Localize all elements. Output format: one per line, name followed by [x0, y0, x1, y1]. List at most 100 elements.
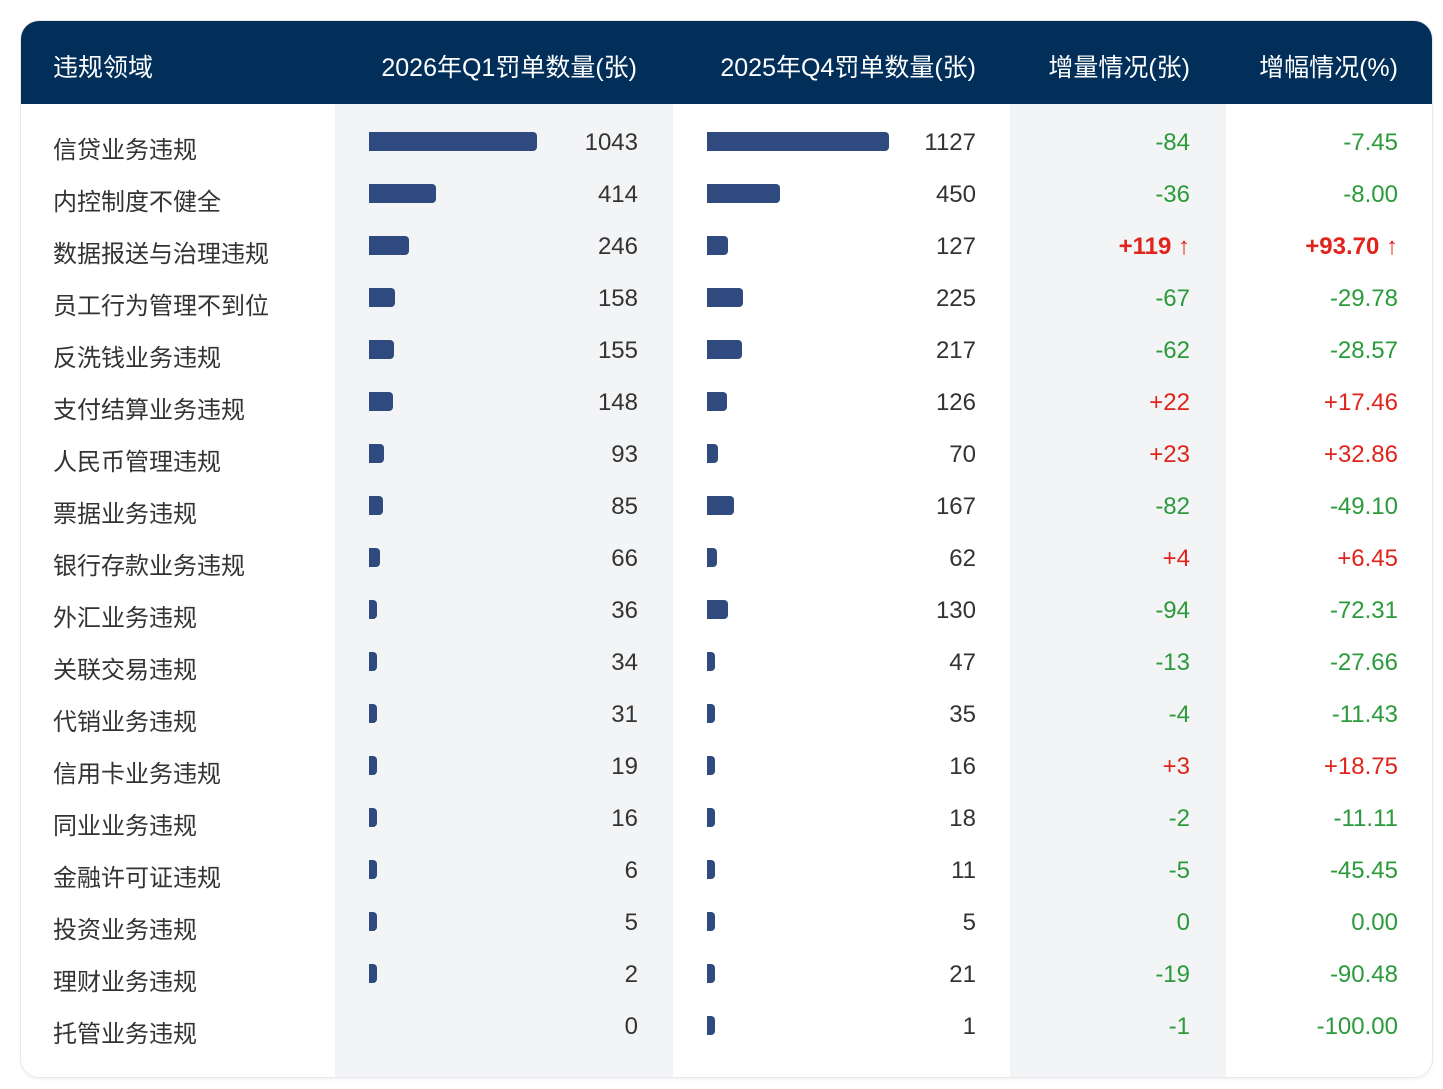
- delta-value: +23: [1149, 441, 1190, 468]
- pct-value: +17.46: [1323, 389, 1398, 416]
- q1-value: 414: [597, 181, 638, 208]
- table-row: 银行存款业务违规 66 62 +4 +6.45: [21, 534, 1432, 586]
- q4-bar: [707, 288, 744, 307]
- pct-value: -11.11: [1333, 805, 1399, 832]
- area-name: 金融许可证违规: [53, 865, 221, 892]
- q1-bar: [369, 132, 538, 151]
- delta-value: +22: [1149, 389, 1190, 416]
- delta-value: -62: [1155, 337, 1190, 364]
- area-name: 同业业务违规: [53, 813, 197, 840]
- pct-value: -28.57: [1329, 337, 1398, 364]
- delta-value: -67: [1155, 285, 1190, 312]
- header-pct: 增幅情况(%): [1259, 54, 1398, 82]
- q4-value: 225: [935, 285, 976, 312]
- pct-value: -7.45: [1343, 129, 1398, 156]
- table-row: 票据业务违规 85 167 -82 -49.10: [21, 482, 1432, 534]
- q4-bar: [707, 184, 780, 203]
- delta-value: -13: [1155, 649, 1190, 676]
- q4-value: 1: [962, 1013, 976, 1040]
- header-q4: 2025年Q4罚单数量(张): [720, 54, 976, 82]
- header-q1: 2026年Q1罚单数量(张): [381, 54, 637, 82]
- q4-value: 70: [949, 441, 976, 468]
- table-row: 支付结算业务违规 148 126 +22 +17.46: [21, 378, 1432, 430]
- q1-bar: [369, 964, 377, 983]
- area-name: 代销业务违规: [53, 709, 197, 736]
- q4-bar: [707, 860, 715, 879]
- q4-value: 217: [935, 337, 976, 364]
- q1-value: 5: [624, 909, 638, 936]
- q4-bar: [707, 912, 715, 931]
- table-row: 反洗钱业务违规 155 217 -62 -28.57: [21, 326, 1432, 378]
- pct-value: +18.75: [1323, 753, 1398, 780]
- q1-value: 19: [611, 753, 638, 780]
- delta-column-shade: [1010, 104, 1226, 1077]
- pct-value: -72.31: [1329, 597, 1398, 624]
- q4-value: 126: [935, 389, 976, 416]
- q4-value: 18: [949, 805, 976, 832]
- penalty-table: 违规领域 2026年Q1罚单数量(张) 2025年Q4罚单数量(张) 增量情况(…: [21, 21, 1432, 1077]
- area-name: 银行存款业务违规: [53, 553, 245, 580]
- q4-bar: [707, 236, 728, 255]
- pct-value: -29.78: [1329, 285, 1398, 312]
- pct-value: +93.70 ↑: [1305, 233, 1398, 260]
- delta-value: -36: [1155, 181, 1190, 208]
- delta-value: -94: [1155, 597, 1190, 624]
- pct-value: -49.10: [1329, 493, 1398, 520]
- pct-value: -45.45: [1329, 857, 1398, 884]
- q1-bar: [369, 288, 395, 307]
- q4-value: 1127: [924, 129, 976, 156]
- q4-value: 47: [949, 649, 976, 676]
- header-area: 违规领域: [53, 54, 154, 82]
- area-name: 外汇业务违规: [53, 605, 197, 632]
- q4-bar: [707, 444, 719, 463]
- table-row: 理财业务违规 2 21 -19 -90.48: [21, 950, 1432, 1002]
- q4-value: 35: [949, 701, 976, 728]
- table-row: 员工行为管理不到位 158 225 -67 -29.78: [21, 274, 1432, 326]
- area-name: 信用卡业务违规: [53, 761, 221, 788]
- q1-value: 93: [611, 441, 638, 468]
- q1-bar: [369, 652, 377, 671]
- table-row: 同业业务违规 16 18 -2 -11.11: [21, 794, 1432, 846]
- table-row: 人民币管理违规 93 70 +23 +32.86: [21, 430, 1432, 482]
- delta-value: -4: [1168, 701, 1190, 728]
- pct-value: +6.45: [1337, 545, 1398, 572]
- q1-value: 34: [611, 649, 638, 676]
- q4-bar: [707, 1016, 715, 1035]
- table-row: 外汇业务违规 36 130 -94 -72.31: [21, 586, 1432, 638]
- q1-bar: [369, 184, 436, 203]
- q1-value: 36: [611, 597, 638, 624]
- q4-bar: [707, 652, 715, 671]
- pct-value: -90.48: [1329, 961, 1398, 988]
- area-name: 内控制度不健全: [53, 189, 221, 216]
- q1-bar: [369, 860, 377, 879]
- q1-value: 1043: [584, 129, 638, 156]
- table-row: 信贷业务违规 1043 1127 -84 -7.45: [21, 118, 1432, 170]
- q1-bar: [369, 808, 377, 827]
- area-name: 理财业务违规: [53, 969, 197, 996]
- table-row: 内控制度不健全 414 450 -36 -8.00: [21, 170, 1432, 222]
- delta-value: +119 ↑: [1118, 233, 1190, 260]
- q1-value: 155: [597, 337, 638, 364]
- table-row: 投资业务违规 5 5 0 0.00: [21, 898, 1432, 950]
- table-row: 托管业务违规 0 1 -1 -100.00: [21, 1002, 1432, 1054]
- q1-bar: [369, 600, 377, 619]
- q4-bar: [707, 496, 734, 515]
- q1-value: 148: [597, 389, 638, 416]
- q1-bar: [369, 340, 395, 359]
- table-row: 关联交易违规 34 47 -13 -27.66: [21, 638, 1432, 690]
- area-name: 反洗钱业务违规: [53, 345, 221, 372]
- q4-value: 167: [935, 493, 976, 520]
- q4-value: 5: [962, 909, 976, 936]
- q4-bar: [707, 340, 743, 359]
- table-header: 违规领域 2026年Q1罚单数量(张) 2025年Q4罚单数量(张) 增量情况(…: [21, 21, 1432, 104]
- q4-bar: [707, 132, 889, 151]
- area-name: 票据业务违规: [53, 501, 197, 528]
- q4-bar: [707, 808, 715, 827]
- table-row: 信用卡业务违规 19 16 +3 +18.75: [21, 742, 1432, 794]
- table-row: 数据报送与治理违规 246 127 +119 ↑ +93.70 ↑: [21, 222, 1432, 274]
- q1-value: 0: [624, 1013, 638, 1040]
- q4-value: 11: [951, 857, 976, 884]
- q1-value: 2: [624, 961, 638, 988]
- q4-value: 127: [935, 233, 976, 260]
- area-name: 人民币管理违规: [53, 449, 221, 476]
